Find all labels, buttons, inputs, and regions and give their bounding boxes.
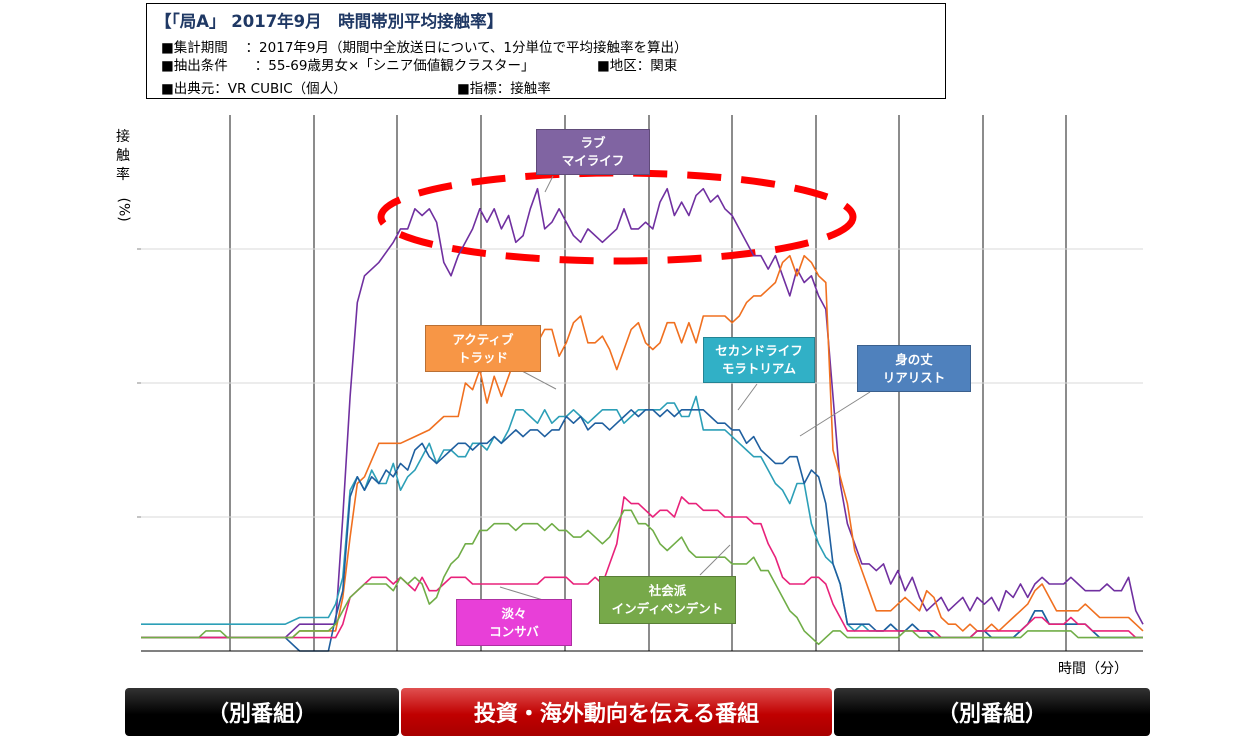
tag-mino-line2: リアリスト — [882, 369, 946, 385]
grid-layer — [137, 115, 1143, 651]
tag-shakaiha-independent: 社会派 インディペンデント — [599, 576, 736, 624]
series-line-0 — [141, 187, 1144, 639]
y-axis-label: 接 触 率 (%) — [114, 128, 132, 222]
tag-mino-line1: 身の丈 — [895, 351, 933, 367]
leader-line-active — [521, 370, 557, 390]
tag-second-line1: セカンドライフ — [715, 343, 803, 358]
leader-line-layer — [499, 175, 871, 601]
y-axis-label-char: 率 — [116, 167, 130, 183]
tag-active-trad: アクティブ トラッド — [425, 325, 541, 372]
leader-line-mino — [799, 391, 871, 437]
highlight-ellipse-layer — [377, 169, 857, 265]
band-investment-program: 投資・海外動向を伝える番組 — [401, 688, 832, 736]
tag-love-line2: マイライフ — [561, 153, 625, 168]
y-axis-label-char: 接 — [116, 129, 130, 145]
extraction-condition-text: ■抽出条件 ：55-69歳男女×「シニア価値観クラスター」 — [161, 58, 535, 74]
band-other-program-right: （別番組） — [834, 688, 1150, 736]
tag-love-line1: ラブ — [580, 135, 606, 150]
x-axis-label: 時間（分） — [1058, 661, 1128, 677]
tag-tantan-konsaba: 淡々 コンサバ — [456, 599, 572, 646]
region-text: ■地区：関東 — [597, 58, 678, 74]
tag-minotake-realist: 身の丈 リアリスト — [857, 345, 971, 392]
source-text: ■出典元：VR CUBIC（個人） — [161, 81, 347, 97]
leader-line-tantan — [499, 586, 544, 601]
tag-shakai-line2: インディペンデント — [611, 601, 724, 616]
series-layer — [141, 187, 1144, 652]
tag-second-line2: モラトリアム — [721, 361, 797, 376]
aggregation-period-text: ■集計期間 ：2017年9月（期間中全放送日について、1分単位で平均接触率を算出… — [161, 40, 688, 56]
chart-title: 【「局A」 2017年9月 時間帯別平均接触率】 — [155, 12, 504, 31]
tag-shakai-line1: 社会派 — [648, 583, 687, 598]
series-line-5 — [141, 509, 1143, 646]
tag-tantan-line2: コンサバ — [489, 623, 539, 639]
tag-active-line1: アクティブ — [452, 331, 514, 347]
leader-line-love — [544, 175, 554, 193]
y-axis-label-char: 触 — [116, 148, 130, 164]
tag-active-line2: トラッド — [457, 349, 508, 365]
tag-love-my-life: ラブ マイライフ — [536, 129, 650, 175]
leader-line-shakai — [699, 544, 731, 576]
series-line-4 — [141, 496, 1143, 639]
tag-second-life-moratorium: セカンドライフ モラトリアム — [703, 337, 815, 383]
band-other-program-left: （別番組） — [125, 688, 399, 736]
series-line-1 — [141, 254, 1144, 639]
leader-line-second — [737, 383, 758, 411]
indicator-text: ■指標：接触率 — [457, 81, 551, 97]
tag-tantan-line1: 淡々 — [501, 605, 527, 621]
highlight-ellipse — [377, 169, 857, 265]
chart-header-box: 【「局A」 2017年9月 時間帯別平均接触率】 ■集計期間 ：2017年9月（… — [146, 3, 946, 99]
